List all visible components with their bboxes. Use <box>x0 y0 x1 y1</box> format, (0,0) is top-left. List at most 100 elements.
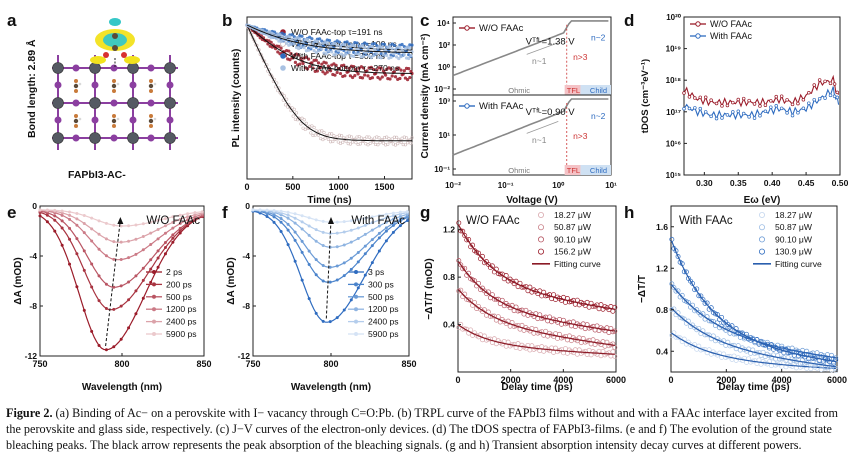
hydrogen-atom <box>153 117 157 121</box>
spectrum-point <box>321 279 325 283</box>
legend-marker <box>538 224 545 231</box>
trpl-point <box>335 39 339 43</box>
trpl-point <box>399 54 403 59</box>
trpl-point <box>260 56 265 60</box>
decay-point <box>582 326 588 332</box>
legend-marker <box>354 332 358 336</box>
tdos-point <box>725 103 730 108</box>
slope-label: n~2 <box>591 111 606 121</box>
panel-letter-e: e <box>7 203 16 222</box>
trpl-point <box>399 68 403 72</box>
panel-title: W/O FAAc <box>146 215 200 227</box>
plot-frame <box>246 16 413 180</box>
y-tick-label: 10¹⁶ <box>666 139 682 148</box>
trpl-point <box>379 66 383 70</box>
decay-point <box>673 288 679 294</box>
spectrum-point <box>193 215 197 219</box>
trpl-point <box>388 45 392 49</box>
trpl-point <box>270 31 274 36</box>
legend-marker <box>354 319 358 324</box>
iodine-atom <box>129 81 137 89</box>
iodine-atom <box>110 134 118 142</box>
x-tick-label: 1000 <box>329 182 349 192</box>
panel-letter-g: g <box>420 203 430 222</box>
spectrum-point <box>134 252 138 256</box>
trpl-point <box>320 129 324 133</box>
spectrum-point <box>193 213 197 217</box>
trpl-point <box>279 46 283 50</box>
panel-letter-b: b <box>222 11 232 30</box>
iodine-atom <box>54 81 62 89</box>
tdos-point <box>817 96 822 101</box>
legend-marker <box>354 270 358 274</box>
nitrogen-atom <box>112 79 116 83</box>
spectrum-point <box>321 319 325 323</box>
legend-label: 50.87 μW <box>554 222 592 232</box>
iodine-atom <box>147 134 155 142</box>
decay-point <box>513 323 519 329</box>
trpl-point <box>282 32 287 36</box>
spectrum-point <box>134 289 138 293</box>
trpl-point <box>408 46 412 50</box>
decay-point <box>802 360 808 366</box>
trpl-point <box>302 118 306 122</box>
x-tick-label: 10⁻² <box>445 181 461 190</box>
y-axis-label: Current density (mA cm⁻²) <box>420 34 431 159</box>
trpl-point <box>342 54 346 58</box>
iodine-atom <box>166 81 174 89</box>
region-label: Ohmic <box>508 86 530 95</box>
carbon-atom <box>73 118 79 124</box>
tdos-point <box>720 104 724 108</box>
y-tick-label: -8 <box>242 301 250 311</box>
spectrum-point <box>265 208 269 212</box>
slope-label: n~1 <box>532 135 547 145</box>
decay-point <box>586 304 592 310</box>
spectrum-point <box>127 280 131 284</box>
spectrum-point <box>384 212 388 216</box>
trpl-point <box>308 35 312 39</box>
spectrum-point <box>356 226 360 230</box>
trpl-point <box>368 141 372 146</box>
tdos-point <box>693 106 697 110</box>
decay-point <box>675 334 681 340</box>
decay-point <box>551 349 557 355</box>
spectrum-point <box>178 217 182 221</box>
spectrum-point <box>405 219 409 223</box>
tdos-point <box>687 106 692 111</box>
decay-fit-curve <box>458 261 615 332</box>
nitrogen-atom <box>149 124 153 128</box>
x-tick-label: 4000 <box>772 375 792 385</box>
legend-label: 90.10 μW <box>554 234 592 244</box>
spectrum-point <box>90 239 94 243</box>
spectrum-point <box>53 208 57 212</box>
x-axis-label: Wavelength (nm) <box>291 382 371 393</box>
trpl-point <box>290 106 294 110</box>
decay-fit-curve <box>671 332 836 370</box>
trpl-point <box>366 46 370 51</box>
spectrum-point <box>112 223 116 227</box>
spectrum-point <box>68 210 72 214</box>
trpl-point <box>395 55 399 59</box>
tdos-point <box>741 111 746 116</box>
spectrum-point <box>156 237 160 241</box>
legend-label: With FAAc-bottom τ =270 ns <box>291 63 399 73</box>
x-tick-label: 0.40 <box>764 178 781 188</box>
spectrum-point <box>193 217 197 221</box>
spectrum-point <box>335 245 339 249</box>
trpl-point <box>338 45 343 49</box>
trpl-point <box>304 55 309 59</box>
hydrogen-atom <box>78 82 82 86</box>
trpl-point <box>337 40 342 44</box>
spectrum-point <box>307 262 311 266</box>
x-tick-label: 800 <box>323 359 338 369</box>
spectrum-point <box>127 256 131 260</box>
spectrum-point <box>342 220 346 224</box>
trpl-point <box>377 136 381 140</box>
x-tick-label: 2000 <box>716 375 736 385</box>
trpl-point <box>389 67 393 71</box>
spectrum-point <box>134 312 138 316</box>
tdos-point <box>823 79 827 84</box>
spectrum-point <box>384 229 388 233</box>
tdos-point <box>828 93 833 98</box>
trpl-point <box>323 72 327 76</box>
